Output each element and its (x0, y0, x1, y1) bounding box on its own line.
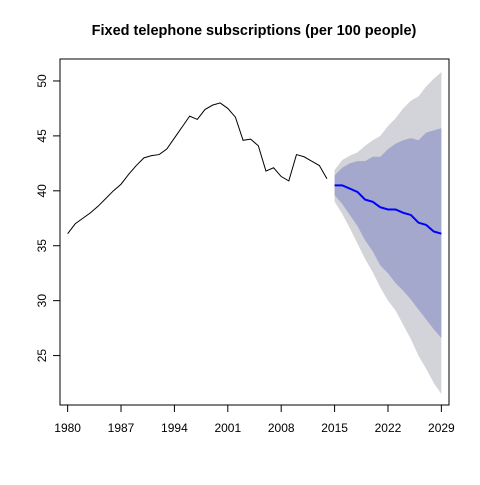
chart-title: Fixed telephone subscriptions (per 100 p… (92, 23, 417, 39)
x-tick-label: 2001 (214, 421, 241, 435)
y-tick-label: 45 (35, 129, 49, 143)
axes: 1980 1987 1994 2001 2008 2015 2022 2029 25 30 35 40… (35, 74, 455, 435)
y-tick-label: 35 (35, 239, 49, 253)
forecast-line (334, 184, 442, 235)
x-tick-label: 2029 (428, 421, 455, 435)
prediction-bands (334, 72, 442, 395)
prediction-band-80 (334, 128, 442, 338)
y-tick-label: 30 (35, 294, 49, 308)
x-tick-label: 2022 (375, 421, 402, 435)
y-tick-label: 25 (35, 349, 49, 363)
x-tick-label: 1994 (161, 421, 188, 435)
y-tick-label: 40 (35, 184, 49, 198)
x-tick-label: 2015 (321, 421, 348, 435)
y-tick-label: 50 (35, 74, 49, 88)
x-tick-label: 2008 (268, 421, 295, 435)
series-lines (67, 102, 442, 235)
history-line (67, 102, 328, 234)
x-tick-label: 1987 (108, 421, 135, 435)
x-tick-label: 1980 (54, 421, 81, 435)
